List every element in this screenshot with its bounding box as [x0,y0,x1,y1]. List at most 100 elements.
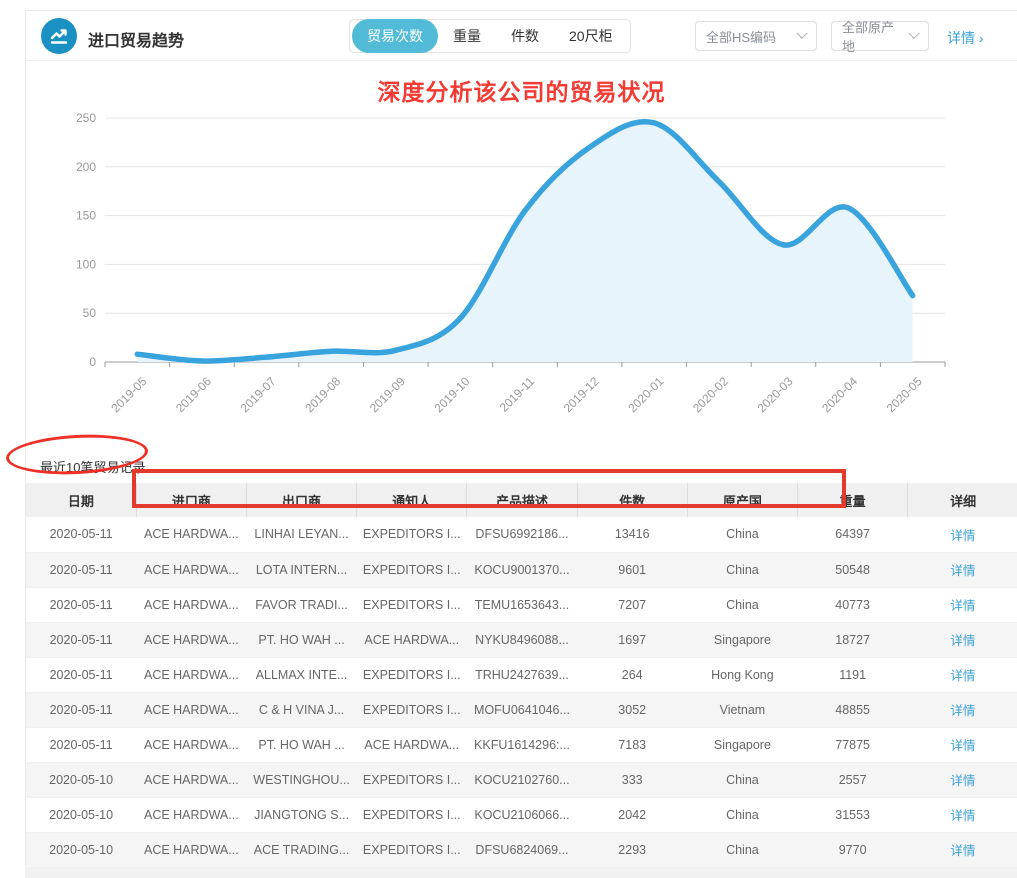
row-detail-link[interactable]: 详情 [950,564,976,578]
table-cell: China [687,587,798,623]
row-detail-link[interactable]: 详情 [950,844,976,858]
table-cell: 2020-05-11 [26,657,137,693]
table-cell: ACE HARDWA... [356,622,467,658]
row-detail-link[interactable]: 详情 [950,774,976,788]
row-detail-link[interactable]: 详情 [950,634,976,648]
x-axis-label: 2020-01 [625,374,666,415]
table-body: 2020-05-11 ACE HARDWA... LINHAI LEYAN... EX… [26,517,1017,868]
table-cell: ACE TRADING... [246,832,357,868]
tab-weight[interactable]: 重量 [453,28,481,44]
page-title: 进口贸易趋势 [88,33,185,50]
column-header: 进口商 [136,483,247,517]
y-axis-label: 150 [76,209,96,223]
table-cell: 2020-05-11 [26,692,137,728]
table-cell: C & H VINA J... [246,692,357,728]
import-trade-trend-card: 进口贸易趋势 贸易次数 重量 件数 20尺柜 全部HS编码 全部原产地 详情 › 深度… [25,10,1017,868]
table-cell: NYKU8496088... [466,622,578,658]
y-axis-label: 100 [76,257,96,271]
column-header: 重量 [797,483,909,517]
trend-area-chart: 0 50 100 150 200 250 2019-05 2019-06 2019-07 2019… [26,96,1017,426]
table-cell: EXPEDITORS I... [356,657,467,693]
tab-trade-count[interactable]: 贸易次数 [352,19,438,53]
tab-quantity[interactable]: 件数 [511,28,539,44]
x-axis-label: 2020-05 [884,374,925,415]
table-cell: ACE HARDWA... [136,692,247,728]
table-cell: 7183 [577,727,688,763]
table-cell: 7207 [577,587,688,623]
tab-container-20ft[interactable]: 20尺柜 [569,28,613,44]
x-axis-label: 2019-06 [173,374,214,415]
table-cell: WESTINGHOU... [246,762,357,798]
table-cell: KOCU2102760... [466,762,578,798]
table-cell: 2293 [577,832,688,868]
table-cell: LOTA INTERN... [246,552,357,588]
table-cell: Singapore [687,622,798,658]
row-detail-link[interactable]: 详情 [950,809,976,823]
metric-tab-group: 贸易次数 重量 件数 20尺柜 [349,19,631,53]
table-row: 2020-05-11 ACE HARDWA... LINHAI LEYAN... EX… [26,517,1017,553]
table-cell: EXPEDITORS I... [356,832,467,868]
column-header: 产品描述 [466,483,578,517]
table-cell: Singapore [687,727,798,763]
column-header: 原产国 [687,483,799,517]
hs-code-filter-dropdown[interactable]: 全部HS编码 [695,21,817,51]
table-cell: 1697 [577,622,688,658]
table-cell: 64397 [797,517,908,553]
table-row: 2020-05-11 ACE HARDWA... FAVOR TRADI... EXP… [26,587,1017,623]
row-detail-link[interactable]: 详情 [950,599,976,613]
table-cell: ACE HARDWA... [136,832,247,868]
table-cell: 3052 [577,692,688,728]
x-axis-label: 2019-09 [367,374,408,415]
table-cell: China [687,762,798,798]
table-row: 2020-05-11 ACE HARDWA... LOTA INTERN... EXP… [26,552,1017,588]
table-cell: ACE HARDWA... [136,552,247,588]
table-cell: 2020-05-11 [26,552,137,588]
row-detail-link[interactable]: 详情 [950,528,976,543]
table-cell: 2557 [797,762,908,798]
table-cell: KOCU9001370... [466,552,578,588]
y-axis-label: 250 [76,111,96,125]
table-cell: 31553 [797,797,908,833]
row-detail-link[interactable]: 详情 [950,739,976,753]
table-cell: 40773 [797,587,908,623]
row-detail-link[interactable]: 详情 [950,704,976,718]
table-cell: PT. HO WAH ... [246,727,357,763]
column-header: 出口商 [246,483,358,517]
table-cell: 18727 [797,622,908,658]
x-axis-label: 2019-07 [238,374,279,415]
chevron-down-icon [908,27,920,39]
table-cell: ACE HARDWA... [136,727,247,763]
trend-line [134,118,916,364]
x-axis-label: 2020-04 [819,374,860,415]
table-cell: Hong Kong [687,657,798,693]
x-axis-label: 2019-08 [302,374,343,415]
row-detail-link[interactable]: 详情 [950,669,976,683]
header-details-link[interactable]: 详情 › [947,30,984,46]
table-cell: 264 [577,657,688,693]
table-cell: ALLMAX INTE... [246,657,357,693]
chart-canvas: 0 50 100 150 200 250 2019-05 2019-06 2019-07 2019… [76,111,946,415]
table-cell: 77875 [797,727,908,763]
table-caption: 最近10笔贸易记录 [40,460,146,475]
table-header-row: 日期 进口商 出口商 通知人 产品描述 件数 原产国 重量 详细 [26,483,1017,517]
table-row: 2020-05-11 ACE HARDWA... C & H VINA J... EX… [26,692,1017,728]
table-cell: China [687,797,798,833]
hs-code-filter-value: 全部HS编码 [706,29,777,45]
column-header: 件数 [577,483,688,517]
table-cell: MOFU0641046... [466,692,578,728]
table-cell: 1191 [797,657,908,693]
y-axis-label: 0 [89,355,96,369]
x-axis-label: 2020-03 [755,374,796,415]
table-cell: 2020-05-11 [26,622,137,658]
table-cell: FAVOR TRADI... [246,587,357,623]
table-cell: 2020-05-10 [26,797,137,833]
trade-records-table: 日期 进口商 出口商 通知人 产品描述 件数 原产国 重量 详细 2020-05-11 ACE H… [26,483,1017,868]
origin-filter-dropdown[interactable]: 全部原产地 [831,20,929,54]
table-cell: 9770 [797,832,908,868]
table-cell: DFSU6824069... [466,832,578,868]
table-cell: China [687,552,798,588]
page-bottom-strip [25,867,1017,878]
table-row: 2020-05-11 ACE HARDWA... ALLMAX INTE... EXP… [26,657,1017,693]
x-axis-label: 2019-12 [561,374,602,415]
origin-filter-value: 全部原产地 [842,20,895,54]
